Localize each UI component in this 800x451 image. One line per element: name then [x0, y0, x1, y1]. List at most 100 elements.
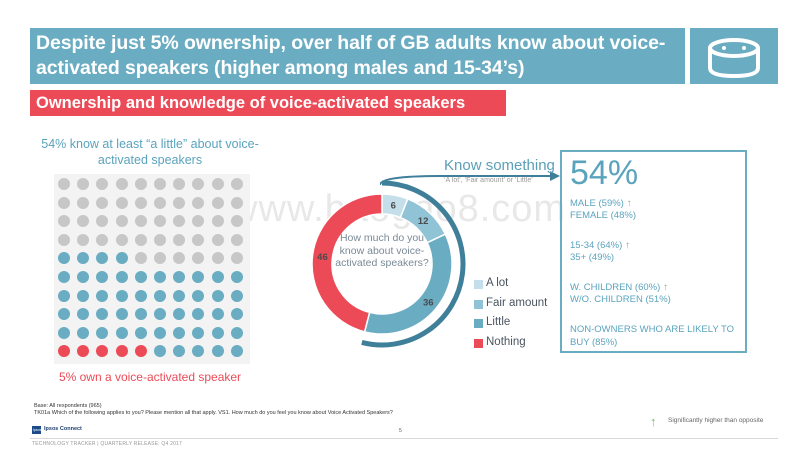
dot-unaware: [211, 252, 224, 265]
base-note: Base: All respondents (965) TK01a Which …: [34, 403, 393, 417]
dot-unaware: [211, 178, 224, 190]
donut-data-label: 36: [423, 298, 434, 309]
dot-know: [211, 345, 224, 358]
dot-unaware: [115, 215, 128, 228]
dot-unaware: [77, 233, 90, 246]
dot-know: [192, 271, 205, 283]
legend-label: Fair amount: [486, 296, 548, 309]
dot-know: [77, 271, 90, 283]
dot-know: [96, 271, 109, 283]
dot-know: [115, 308, 128, 321]
dot-unaware: [230, 215, 243, 228]
dot-unaware: [58, 178, 70, 190]
page-number: 5: [399, 428, 402, 434]
dot-unaware: [115, 196, 128, 209]
dot-know: [134, 289, 147, 302]
significance-arrow-icon: ↑: [650, 414, 657, 429]
legend-label: A lot: [486, 277, 509, 289]
dot-know: [230, 345, 243, 358]
dot-own: [134, 345, 147, 358]
stat-text: W/O. CHILDREN (51%): [570, 294, 671, 305]
donut-data-label: 6: [391, 201, 396, 212]
dot-know: [96, 326, 109, 339]
dot-unaware: [211, 196, 224, 209]
dot-know: [115, 252, 128, 265]
know-something-arc: [361, 180, 466, 348]
dot-unaware: [115, 178, 128, 190]
dot-know: [77, 308, 90, 321]
dot-unaware: [154, 178, 166, 190]
dot-know: [115, 289, 128, 302]
donut-chart: 6 12 36 46: [311, 180, 466, 348]
dot-unaware: [115, 233, 128, 246]
stat-text: NON-OWNERS WHO ARE LIKELY TO BUY (85%): [570, 324, 734, 348]
dot-know: [77, 252, 90, 265]
donut-question: How much do you know about voice-activat…: [335, 232, 429, 269]
dot-unaware: [77, 215, 90, 228]
legend-label: Nothing: [486, 335, 526, 348]
stat-text: W. CHILDREN (60%): [570, 282, 661, 293]
subheading: Ownership and knowledge of voice-activat…: [36, 94, 466, 112]
dot-know: [192, 308, 205, 321]
significant-up-arrow-icon: ↑: [623, 198, 632, 209]
footer-divider: [30, 438, 778, 439]
stats-box: [560, 150, 747, 353]
dot-know: [58, 271, 70, 283]
dot-unaware: [96, 196, 109, 209]
dot-unaware: [58, 215, 70, 228]
dot-unaware: [173, 252, 186, 265]
dot-know: [211, 326, 224, 339]
stat-text: FEMALE (48%): [570, 210, 636, 221]
significant-up-arrow-icon: ↑: [622, 240, 631, 251]
dot-know: [211, 271, 224, 283]
dot-own: [58, 345, 70, 358]
headline-banner: Despite just 5% ownership, over half of …: [30, 28, 685, 84]
dot-unaware: [211, 233, 224, 246]
brand-name: Ipsos Connect: [44, 426, 82, 432]
subheading-banner: Ownership and knowledge of voice-activat…: [30, 90, 506, 116]
dot-unaware: [230, 196, 243, 209]
footer-text: TECHNOLOGY TRACKER | QUARTERLY RELEASE: …: [32, 441, 183, 447]
stat-item: MALE (59%) ↑: [570, 198, 632, 211]
dot-know: [230, 271, 243, 283]
dot-know: [154, 308, 166, 321]
legend-label: Little: [486, 316, 511, 328]
stat-item: FEMALE (48%): [570, 210, 636, 223]
dot-know: [211, 308, 224, 321]
donut-data-label: 46: [317, 252, 328, 263]
dot-unaware: [192, 178, 205, 190]
dot-own: [115, 345, 128, 358]
dot-own: [77, 345, 90, 358]
legend-swatch: [474, 299, 483, 309]
base-line: Base: All respondents (965): [34, 403, 102, 409]
dot-unaware: [77, 178, 90, 190]
dot-know: [115, 271, 128, 283]
dot-unaware: [58, 233, 70, 246]
know-something-subtitle: ‘A lot’, ‘Fair amount’ or ‘Little’: [444, 177, 533, 184]
dot-know: [230, 326, 243, 339]
dot-know: [173, 289, 186, 302]
headline: Despite just 5% ownership, over half of …: [36, 32, 666, 79]
dot-know: [77, 289, 90, 302]
dot-unaware: [96, 178, 109, 190]
dot-unaware: [173, 196, 186, 209]
stat-text: MALE (59%): [570, 198, 624, 209]
dot-unaware: [192, 233, 205, 246]
stat-text: 15-34 (64%): [570, 240, 623, 251]
dot-know: [96, 308, 109, 321]
know-caption: 54% know at least “a little” about voice…: [41, 137, 259, 167]
dot-unaware: [192, 252, 205, 265]
dot-know: [173, 271, 186, 283]
significance-note: Significantly higher than opposite: [668, 417, 764, 424]
dot-know: [134, 308, 147, 321]
dot-know: [154, 289, 166, 302]
dot-unaware: [173, 215, 186, 228]
dot-own: [96, 345, 109, 358]
dot-know: [173, 308, 186, 321]
dot-unaware: [211, 215, 224, 228]
stat-item: W. CHILDREN (60%) ↑: [570, 282, 668, 295]
dot-know: [211, 289, 224, 302]
dot-grid: [54, 174, 250, 364]
dot-unaware: [230, 178, 243, 190]
dot-unaware: [96, 233, 109, 246]
